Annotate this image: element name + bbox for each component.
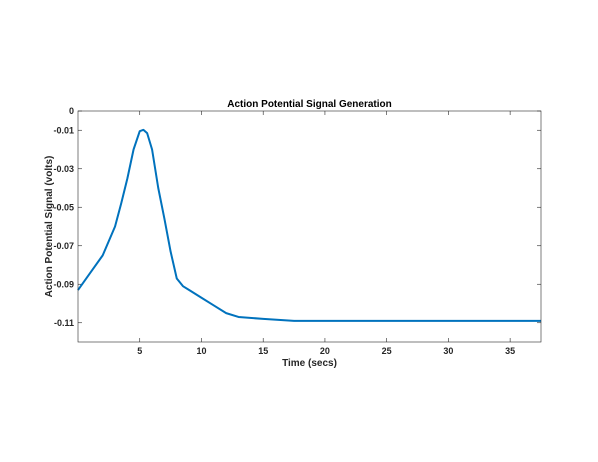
series-line xyxy=(77,128,541,322)
y-tick-label: -0.07 xyxy=(53,241,74,251)
x-tick-label: 5 xyxy=(137,346,142,356)
x-tick-label: 15 xyxy=(258,346,268,356)
y-tick-label: -0.03 xyxy=(53,164,74,174)
plot-area xyxy=(78,111,541,342)
axes-box xyxy=(77,110,542,343)
y-tick-label: -0.11 xyxy=(54,318,74,328)
x-tick-label: 20 xyxy=(320,346,330,356)
x-tick-label: 10 xyxy=(196,346,206,356)
y-tick-label: 0 xyxy=(69,106,74,116)
chart-title: Action Potential Signal Generation xyxy=(227,99,391,110)
x-tick-label: 30 xyxy=(443,346,453,356)
x-tick-label: 25 xyxy=(382,346,392,356)
y-tick-label: -0.09 xyxy=(53,279,74,289)
axis-tick-labels: 5 10 15 20 25 30 35 0 -0.01 -0.03 -0.05 -0.07 -0.09 -… xyxy=(53,106,515,356)
x-axis-label: Time (secs) xyxy=(282,358,337,369)
x-tick-label: 35 xyxy=(505,346,515,356)
y-tick-label: -0.05 xyxy=(53,202,74,212)
y-axis-label: Action Potential Signal (volts) xyxy=(44,156,55,298)
y-tick-label: -0.01 xyxy=(53,125,74,135)
